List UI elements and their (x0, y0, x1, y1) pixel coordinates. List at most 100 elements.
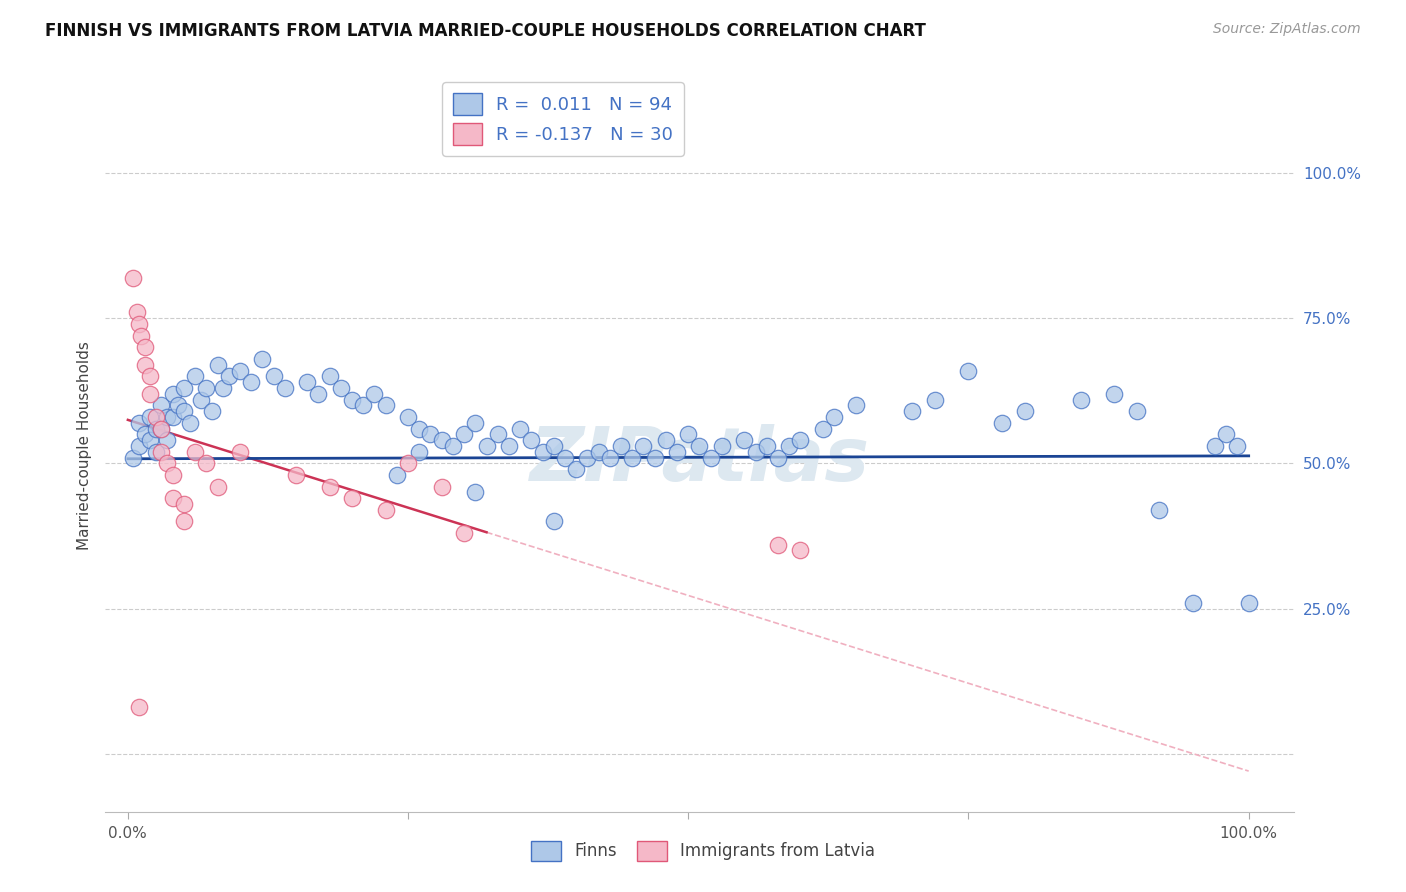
Point (766, 538, 789, 552)
Point (688, 439, 710, 453)
Point (396, 409, 419, 424)
Point (486, 427, 509, 442)
Point (374, 503, 396, 517)
Text: FINNISH VS IMMIGRANTS FROM LATVIA MARRIED-COUPLE HOUSEHOLDS CORRELATION CHART: FINNISH VS IMMIGRANTS FROM LATVIA MARRIE… (45, 22, 927, 40)
Y-axis label: Married-couple Households: Married-couple Households (76, 342, 91, 550)
Point (184, 369, 207, 384)
Point (307, 386, 329, 401)
Point (340, 392, 363, 407)
Point (340, 491, 363, 506)
Point (678, 427, 700, 442)
Point (1237, 596, 1260, 610)
Point (655, 433, 678, 447)
Point (145, 445, 167, 459)
Point (139, 409, 162, 424)
Point (778, 439, 800, 453)
Point (531, 445, 554, 459)
Point (318, 480, 340, 494)
Point (924, 392, 946, 407)
Point (125, 305, 148, 319)
Point (139, 433, 162, 447)
Point (385, 468, 408, 483)
Point (274, 381, 297, 395)
Point (1070, 392, 1092, 407)
Point (134, 340, 156, 354)
Point (207, 358, 229, 372)
Text: Source: ZipAtlas.com: Source: ZipAtlas.com (1213, 22, 1361, 37)
Point (134, 427, 156, 442)
Point (295, 375, 318, 389)
Point (1102, 386, 1125, 401)
Point (666, 445, 689, 459)
Point (374, 398, 396, 412)
Point (699, 450, 721, 465)
Point (128, 700, 150, 714)
Point (464, 485, 486, 500)
Point (520, 433, 543, 447)
Point (229, 445, 252, 459)
Point (509, 421, 531, 435)
Point (145, 409, 167, 424)
Point (318, 369, 340, 384)
Point (139, 369, 162, 384)
Point (543, 439, 565, 453)
Point (150, 421, 173, 435)
Point (173, 404, 195, 418)
Point (329, 381, 352, 395)
Point (150, 445, 173, 459)
Point (1215, 427, 1237, 442)
Point (419, 427, 441, 442)
Point (162, 491, 184, 506)
Point (1181, 596, 1204, 610)
Point (599, 450, 621, 465)
Point (122, 270, 145, 285)
Point (162, 409, 184, 424)
Point (430, 480, 453, 494)
Point (134, 358, 156, 372)
Point (554, 450, 576, 465)
Point (128, 439, 150, 453)
Point (543, 515, 565, 529)
Point (207, 480, 229, 494)
Point (150, 398, 173, 412)
Point (131, 328, 153, 343)
Point (363, 386, 385, 401)
Point (128, 317, 150, 331)
Point (195, 457, 218, 471)
Point (464, 416, 486, 430)
Point (201, 404, 224, 418)
Point (644, 450, 666, 465)
Point (145, 421, 167, 435)
Point (408, 445, 430, 459)
Point (441, 439, 464, 453)
Point (901, 404, 924, 418)
Legend: Finns, Immigrants from Latvia: Finns, Immigrants from Latvia (524, 834, 882, 868)
Point (167, 398, 190, 412)
Point (173, 515, 195, 529)
Point (789, 433, 811, 447)
Point (498, 439, 520, 453)
Point (755, 439, 778, 453)
Point (408, 421, 430, 435)
Point (184, 445, 207, 459)
Point (156, 457, 179, 471)
Point (1204, 439, 1226, 453)
Point (179, 416, 201, 430)
Point (396, 457, 419, 471)
Point (588, 445, 610, 459)
Point (845, 398, 868, 412)
Point (190, 392, 212, 407)
Point (218, 369, 240, 384)
Point (1226, 439, 1249, 453)
Point (252, 351, 274, 366)
Point (173, 381, 195, 395)
Point (212, 381, 235, 395)
Point (991, 416, 1014, 430)
Point (229, 363, 252, 377)
Point (173, 497, 195, 511)
Point (823, 409, 845, 424)
Point (766, 450, 789, 465)
Point (610, 439, 633, 453)
Point (263, 369, 285, 384)
Point (957, 363, 980, 377)
